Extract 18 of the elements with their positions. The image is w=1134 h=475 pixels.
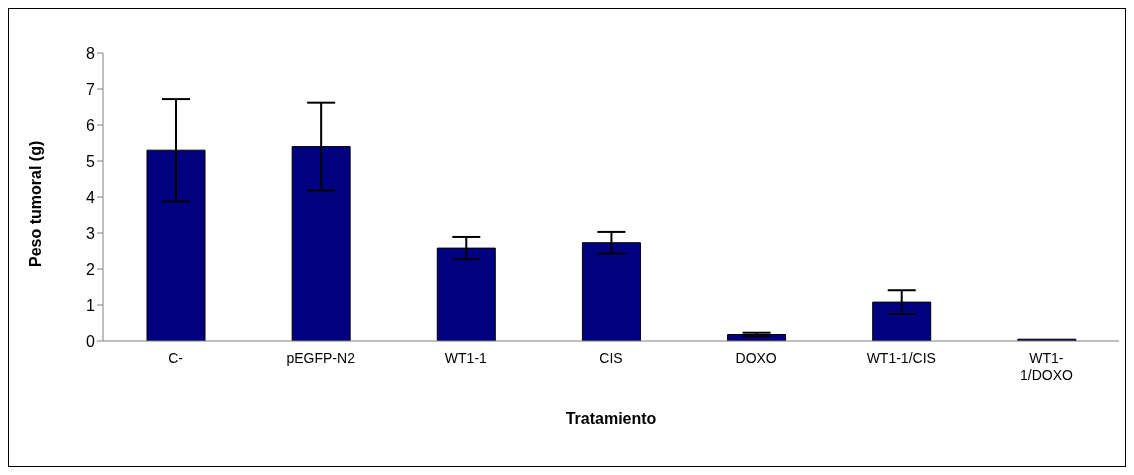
y-axis-title: Peso tumoral (g) xyxy=(26,140,44,267)
x-tick-label: C- xyxy=(168,350,184,366)
x-tick-label: WT1-1 xyxy=(444,350,488,366)
y-tick-label: 1 xyxy=(86,296,96,314)
x-tick-label: CIS xyxy=(599,350,623,366)
x-tick-label: DOXO xyxy=(735,350,777,366)
y-tick-label: 6 xyxy=(86,116,96,134)
y-tick-label: 3 xyxy=(86,224,96,242)
x-axis-title: Tratamiento xyxy=(565,410,657,427)
x-tick-label: WT1-1/CIS xyxy=(866,350,936,366)
y-tick-label: 7 xyxy=(86,80,96,98)
y-tick-label: 4 xyxy=(86,188,96,206)
y-tick-label: 8 xyxy=(86,44,96,62)
x-tick-label: pEGFP-N2 xyxy=(286,350,356,366)
x-tick-label: WT1-1/DOXO xyxy=(1019,350,1073,383)
y-tick-label: 2 xyxy=(86,260,96,278)
y-tick-label: 0 xyxy=(86,332,96,350)
y-tick-label: 5 xyxy=(86,152,96,170)
